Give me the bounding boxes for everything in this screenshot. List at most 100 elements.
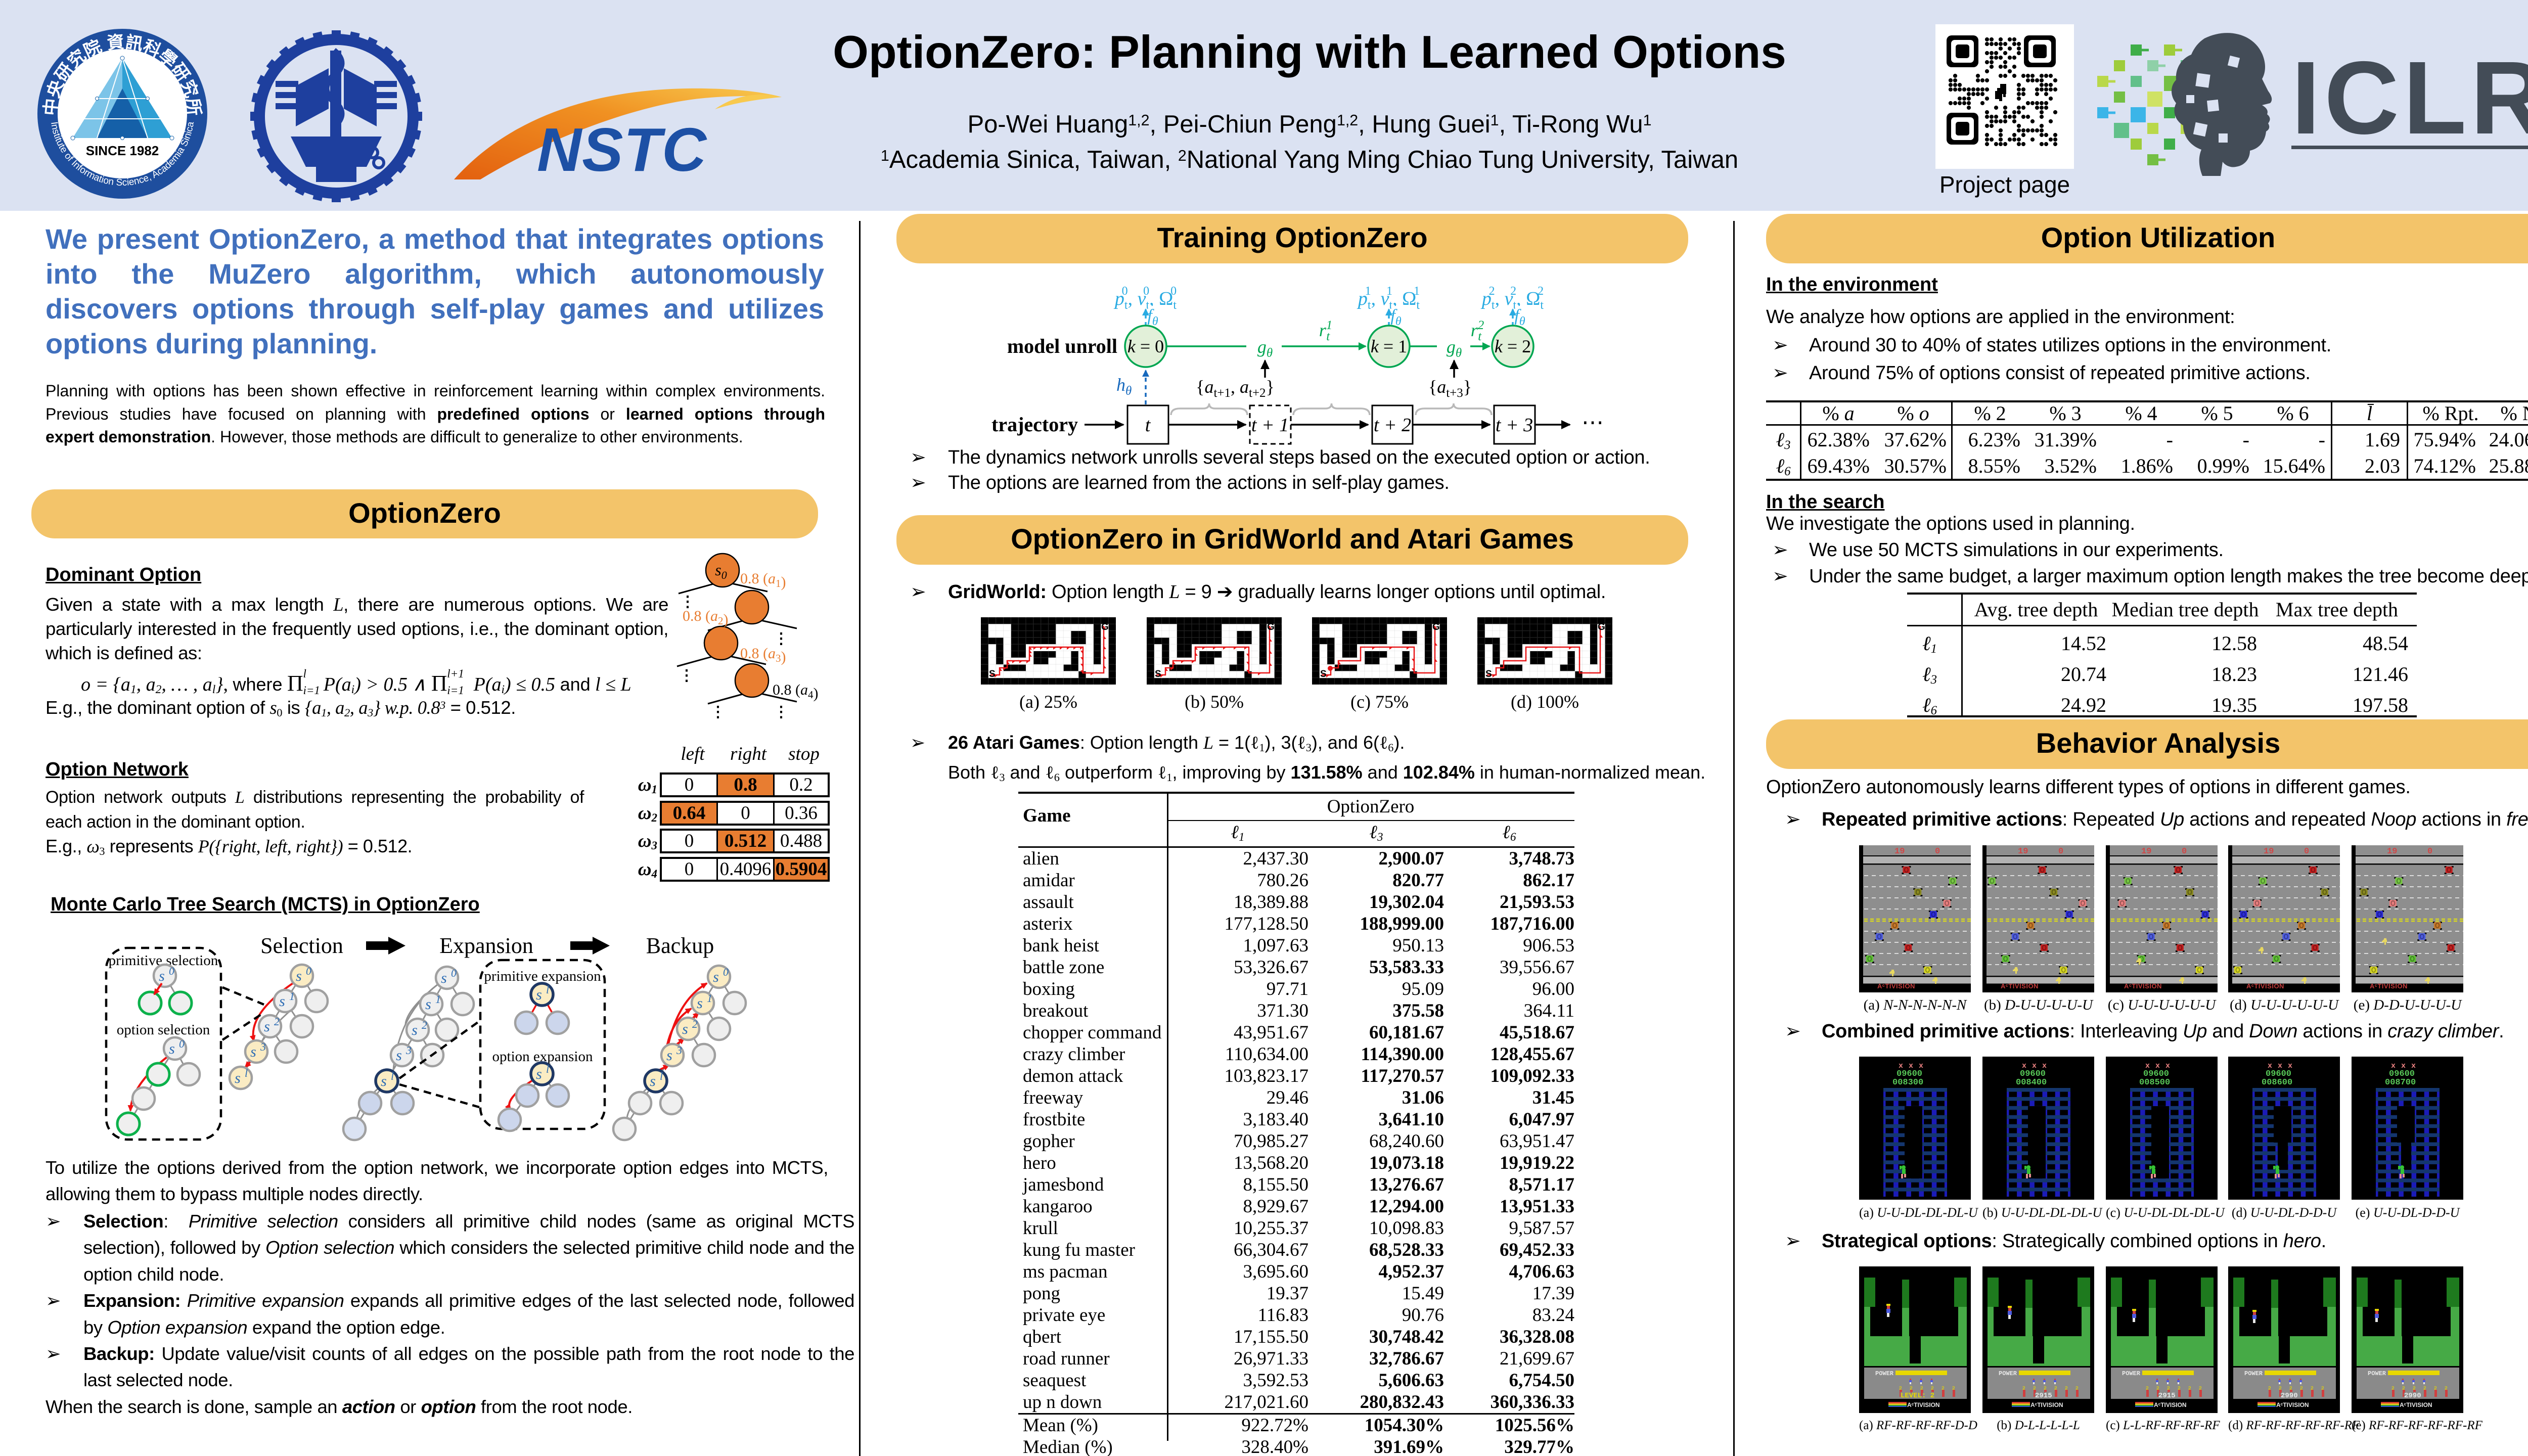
svg-text:NSTC: NSTC xyxy=(537,115,707,182)
svg-text:1: 1 xyxy=(289,990,295,1003)
svg-text:t: t xyxy=(1145,415,1151,436)
svg-text:ƻ: ƻ xyxy=(2146,1386,2149,1391)
svg-text:x x x: x x x xyxy=(2145,1062,2171,1070)
svg-text:ƻ: ƻ xyxy=(2434,1386,2437,1391)
svg-text:pt1, vt1, Ωt1: pt1, vt1, Ωt1 xyxy=(1357,285,1420,312)
svg-text:008400: 008400 xyxy=(2016,1078,2047,1087)
svg-text:trajectory: trajectory xyxy=(991,413,1078,436)
svg-text:ƻ: ƻ xyxy=(2321,1386,2324,1391)
svg-text:k = 2: k = 2 xyxy=(1495,336,1531,356)
svg-text:19: 19 xyxy=(2141,847,2151,856)
svg-text:2: 2 xyxy=(422,1019,427,1031)
svg-text:ƻ: ƻ xyxy=(2167,1386,2170,1391)
svg-text:0: 0 xyxy=(1935,847,1940,856)
svg-text:ƻ: ƻ xyxy=(2423,1386,2426,1391)
svg-text:0.8 (a4): 0.8 (a4) xyxy=(773,681,819,702)
svg-text:0: 0 xyxy=(2304,847,2309,856)
svg-text:AᶜTIVISION: AᶜTIVISION xyxy=(2030,1401,2063,1408)
svg-text:s: s xyxy=(250,1043,256,1060)
svg-text:s: s xyxy=(412,1022,418,1038)
svg-text:AᶜTIVISION: AᶜTIVISION xyxy=(2154,1401,2187,1408)
svg-text:AᶜTIVISION: AᶜTIVISION xyxy=(2400,1401,2432,1408)
svg-text:09600: 09600 xyxy=(2266,1069,2291,1079)
svg-text:19: 19 xyxy=(1894,847,1905,856)
svg-text:s: s xyxy=(666,1047,672,1064)
svg-text:2915: 2915 xyxy=(2158,1392,2176,1400)
svg-text:⋮: ⋮ xyxy=(774,704,789,720)
svg-text:19: 19 xyxy=(2264,847,2274,856)
svg-text:ƻ: ƻ xyxy=(1899,1386,1902,1391)
svg-text:t + 2: t + 2 xyxy=(1374,415,1411,436)
svg-text:s: s xyxy=(296,968,302,984)
svg-text:3: 3 xyxy=(260,1040,266,1053)
svg-text:09600: 09600 xyxy=(1897,1069,1922,1079)
svg-text:r2t: r2 t xyxy=(1471,318,1484,343)
svg-text:ƻ: ƻ xyxy=(2445,1386,2448,1391)
svg-text:2915: 2915 xyxy=(2035,1392,2052,1400)
svg-text:r1t: r1 t xyxy=(1319,318,1333,343)
svg-text:ƻ: ƻ xyxy=(2402,1386,2405,1391)
svg-text:pt0, vt0, Ωt0: pt0, vt0, Ωt0 xyxy=(1113,285,1177,312)
svg-text:s: s xyxy=(279,993,285,1010)
svg-text:AᶜTIVISION: AᶜTIVISION xyxy=(2124,982,2162,990)
svg-text:s: s xyxy=(697,995,703,1012)
svg-text:2990: 2990 xyxy=(2281,1392,2298,1400)
svg-text:s: s xyxy=(169,1040,175,1057)
svg-text:ƻ: ƻ xyxy=(2413,1386,2416,1391)
svg-text:0: 0 xyxy=(2427,847,2432,856)
svg-text:0: 0 xyxy=(2058,847,2063,856)
svg-text:ƻ: ƻ xyxy=(1920,1386,1923,1391)
svg-text:AᶜTIVISION: AᶜTIVISION xyxy=(1877,982,1915,990)
svg-text:S: S xyxy=(1155,669,1161,679)
svg-text:l: l xyxy=(546,983,549,996)
svg-text:008600: 008600 xyxy=(2262,1078,2292,1087)
svg-text:SINCE 1982: SINCE 1982 xyxy=(86,143,159,158)
svg-text:S: S xyxy=(1320,669,1327,679)
svg-text:⋮: ⋮ xyxy=(774,630,789,647)
svg-text:⋮: ⋮ xyxy=(679,667,694,684)
svg-text:ƻ: ƻ xyxy=(2065,1386,2068,1391)
svg-text:2990: 2990 xyxy=(2404,1392,2421,1400)
svg-text:s: s xyxy=(536,986,542,1003)
svg-text:09600: 09600 xyxy=(2389,1069,2415,1079)
svg-text:ƻ: ƻ xyxy=(1931,1386,1934,1391)
svg-text:0: 0 xyxy=(179,1037,185,1050)
svg-text:AᶜTIVISION: AᶜTIVISION xyxy=(2246,982,2284,990)
svg-text:ƻ: ƻ xyxy=(2199,1386,2202,1391)
svg-text:LEVEL: 2: LEVEL: 2 xyxy=(1901,1392,1934,1400)
svg-text:l: l xyxy=(660,1070,663,1082)
svg-text:x x x: x x x xyxy=(2391,1062,2416,1070)
svg-text:ƻ: ƻ xyxy=(2178,1386,2181,1391)
svg-text:3: 3 xyxy=(676,1044,682,1057)
svg-text:ƻ: ƻ xyxy=(2044,1386,2047,1391)
svg-text:x x x: x x x xyxy=(1899,1062,1924,1070)
svg-text:s: s xyxy=(381,1073,387,1089)
svg-text:t + 3: t + 3 xyxy=(1496,415,1533,436)
svg-text:gθ: gθ xyxy=(1257,337,1273,360)
svg-text:s: s xyxy=(235,1070,241,1086)
svg-text:option selection: option selection xyxy=(117,1022,210,1038)
svg-text:POWER: POWER xyxy=(1875,1370,1894,1377)
svg-text:AᶜTIVISION: AᶜTIVISION xyxy=(1907,1401,1940,1408)
svg-text:ƻ: ƻ xyxy=(2279,1386,2282,1391)
svg-text:008500: 008500 xyxy=(2139,1078,2170,1087)
svg-text:Backup: Backup xyxy=(646,933,714,958)
svg-text:pt2, vt2, Ωt2: pt2, vt2, Ωt2 xyxy=(1480,285,1544,312)
svg-text:ƻ: ƻ xyxy=(2391,1386,2395,1391)
svg-text:09600: 09600 xyxy=(2020,1069,2046,1079)
svg-text:POWER: POWER xyxy=(2244,1370,2263,1377)
svg-text:09600: 09600 xyxy=(2143,1069,2169,1079)
svg-text:0: 0 xyxy=(451,967,457,979)
svg-text:s: s xyxy=(425,996,431,1013)
svg-text:s: s xyxy=(713,969,719,985)
svg-text:ƻ: ƻ xyxy=(2022,1386,2025,1391)
svg-text:G: G xyxy=(1432,622,1440,632)
svg-text:Selection: Selection xyxy=(260,933,343,958)
svg-text:0: 0 xyxy=(2182,847,2187,856)
svg-text:ƻ: ƻ xyxy=(2268,1386,2271,1391)
svg-text:3: 3 xyxy=(405,1044,412,1057)
svg-text:2: 2 xyxy=(274,1015,280,1028)
svg-text:gθ: gθ xyxy=(1447,337,1462,360)
svg-text:⋮: ⋮ xyxy=(680,594,695,610)
svg-text:ƻ: ƻ xyxy=(1942,1386,1945,1391)
